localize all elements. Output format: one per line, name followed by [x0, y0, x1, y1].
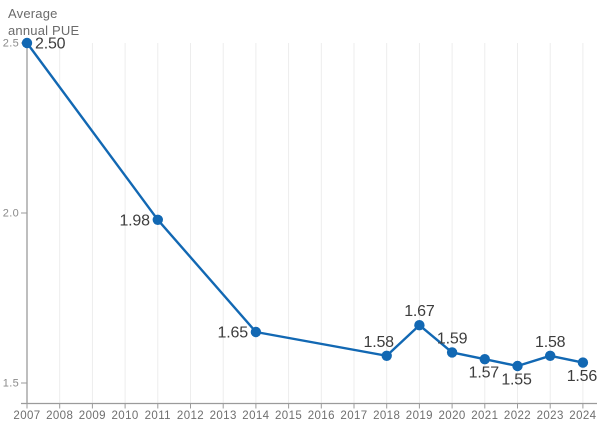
data-point-label: 1.98: [119, 212, 150, 229]
x-tick-label: 2010: [112, 410, 139, 422]
data-point-label: 1.58: [364, 334, 395, 351]
x-tick-label: 2019: [406, 410, 433, 422]
data-point-label: 1.57: [469, 365, 500, 382]
x-tick-label: 2016: [308, 410, 335, 422]
data-point-label: 1.67: [404, 303, 435, 320]
data-point: [152, 214, 163, 225]
x-tick-label: 2011: [145, 410, 171, 422]
data-point: [512, 360, 523, 372]
x-tick-label: 2007: [13, 410, 40, 422]
y-tick-label: 2.5: [3, 38, 19, 50]
x-tick-label: 2021: [471, 410, 498, 422]
x-tick-label: 2017: [340, 410, 367, 422]
x-tick-label: 2013: [210, 410, 237, 422]
y-axis-title: Average annual PUE: [8, 6, 80, 38]
series-line: [26, 42, 584, 368]
x-tick-label: 2012: [177, 410, 204, 422]
data-point: [250, 326, 262, 338]
x-tick-label: 2014: [242, 410, 269, 422]
x-tick-label: 2009: [79, 410, 106, 422]
x-tick-label: 2018: [373, 410, 400, 422]
x-tick-label: 2023: [537, 410, 564, 422]
x-tick-label: 2022: [504, 410, 531, 422]
data-point: [446, 347, 458, 358]
data-point: [21, 37, 33, 49]
y-tick-label: 1.5: [3, 378, 19, 390]
data-point: [381, 350, 392, 361]
data-point-label: 2.50: [35, 36, 66, 53]
data-point-label: 1.55: [501, 372, 532, 389]
data-point-label: 1.56: [567, 368, 598, 385]
data-point: [577, 357, 589, 368]
x-tick-label: 2024: [569, 410, 596, 422]
y-tick-label: 2.0: [3, 208, 19, 220]
data-point-label: 1.65: [218, 325, 249, 342]
data-point: [414, 320, 425, 331]
data-point-label: 1.59: [437, 330, 468, 347]
data-point-label: 1.58: [535, 334, 566, 351]
x-tick-label: 2020: [439, 410, 466, 422]
data-point: [479, 354, 490, 365]
x-tick-label: 2015: [275, 410, 302, 422]
data-point: [545, 350, 556, 361]
x-tick-label: 2008: [46, 410, 73, 422]
